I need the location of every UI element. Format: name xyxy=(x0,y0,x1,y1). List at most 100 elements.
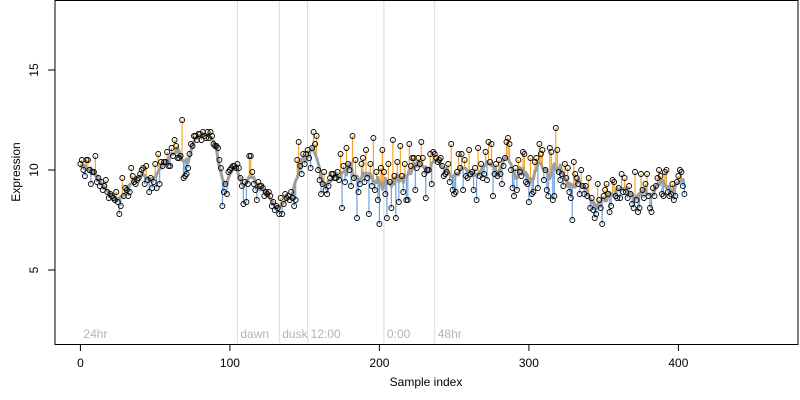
point-29 xyxy=(120,193,127,199)
point-204 xyxy=(382,191,389,197)
point-39 xyxy=(135,175,142,181)
point-96 xyxy=(220,189,227,195)
point-60 xyxy=(167,163,174,169)
point-178 xyxy=(343,145,350,151)
point-153 xyxy=(306,155,313,161)
point-9 xyxy=(90,169,97,175)
point-118 xyxy=(253,197,260,203)
point-27 xyxy=(117,203,124,209)
point-257 xyxy=(461,157,468,163)
point-128 xyxy=(268,203,275,209)
point-235 xyxy=(428,181,435,187)
point-159 xyxy=(315,167,322,173)
point-106 xyxy=(235,165,242,171)
point-366 xyxy=(624,195,631,201)
point-293 xyxy=(515,157,522,163)
point-71 xyxy=(183,171,190,177)
point-54 xyxy=(158,159,165,165)
point-313 xyxy=(545,193,552,199)
point-322 xyxy=(558,171,565,177)
point-265 xyxy=(473,197,480,203)
point-380 xyxy=(645,193,652,199)
x-tick-label-1: 100 xyxy=(220,356,240,370)
point-145 xyxy=(294,157,301,163)
point-13 xyxy=(96,183,103,189)
point-198 xyxy=(373,169,380,175)
point-86 xyxy=(206,135,212,141)
point-381 xyxy=(647,205,653,211)
x-tick-label-0: 0 xyxy=(77,356,84,370)
point-17 xyxy=(102,177,109,183)
point-84 xyxy=(203,135,209,141)
point-50 xyxy=(152,161,159,167)
point-75 xyxy=(189,143,196,149)
point-227 xyxy=(416,161,423,167)
point-126 xyxy=(265,189,272,195)
point-383 xyxy=(650,185,656,191)
point-263 xyxy=(470,187,477,193)
point-284 xyxy=(502,155,508,161)
point-172 xyxy=(334,169,341,175)
point-167 xyxy=(327,175,334,181)
point-203 xyxy=(380,169,387,175)
point-225 xyxy=(413,165,420,171)
point-278 xyxy=(493,161,499,167)
point-182 xyxy=(349,133,356,139)
point-163 xyxy=(321,169,328,175)
point-219 xyxy=(404,197,411,203)
point-228 xyxy=(418,139,425,145)
point-346 xyxy=(594,181,601,187)
point-127 xyxy=(267,193,274,199)
point-374 xyxy=(636,205,643,211)
point-149 xyxy=(300,151,307,157)
point-173 xyxy=(336,177,342,183)
point-111 xyxy=(243,199,250,205)
x-axis-title: Sample index xyxy=(390,375,463,389)
point-37 xyxy=(132,181,139,187)
x-tick-label-2: 200 xyxy=(369,356,389,370)
point-325 xyxy=(563,175,570,181)
point-384 xyxy=(651,193,658,199)
point-44 xyxy=(143,163,150,169)
point-48 xyxy=(149,185,156,191)
point-58 xyxy=(164,149,171,155)
point-372 xyxy=(633,197,640,203)
point-112 xyxy=(244,181,251,187)
point-382 xyxy=(648,209,655,215)
point-185 xyxy=(354,215,360,221)
point-63 xyxy=(171,137,178,143)
point-140 xyxy=(286,197,293,203)
point-183 xyxy=(351,175,357,181)
point-324 xyxy=(561,161,568,167)
point-186 xyxy=(355,189,362,195)
point-274 xyxy=(487,159,493,165)
point-214 xyxy=(397,143,404,149)
point-268 xyxy=(478,161,485,167)
point-319 xyxy=(554,147,561,153)
point-142 xyxy=(289,195,296,201)
point-300 xyxy=(525,199,532,205)
point-165 xyxy=(324,191,331,197)
point-337 xyxy=(581,191,588,197)
point-343 xyxy=(590,207,597,213)
point-386 xyxy=(654,175,661,181)
point-378 xyxy=(642,181,649,187)
point-318 xyxy=(552,125,559,131)
point-253 xyxy=(455,151,462,157)
point-279 xyxy=(494,173,501,179)
point-26 xyxy=(116,211,123,217)
point-28 xyxy=(119,175,126,181)
point-88 xyxy=(209,133,215,139)
point-255 xyxy=(458,151,465,157)
point-108 xyxy=(238,183,245,189)
point-35 xyxy=(129,173,136,179)
point-316 xyxy=(549,197,556,203)
point-209 xyxy=(389,137,396,143)
point-47 xyxy=(147,175,154,181)
point-208 xyxy=(388,205,395,211)
point-342 xyxy=(588,195,595,201)
point-16 xyxy=(101,183,108,189)
point-32 xyxy=(125,193,132,199)
point-45 xyxy=(144,177,151,183)
point-10 xyxy=(92,153,99,159)
